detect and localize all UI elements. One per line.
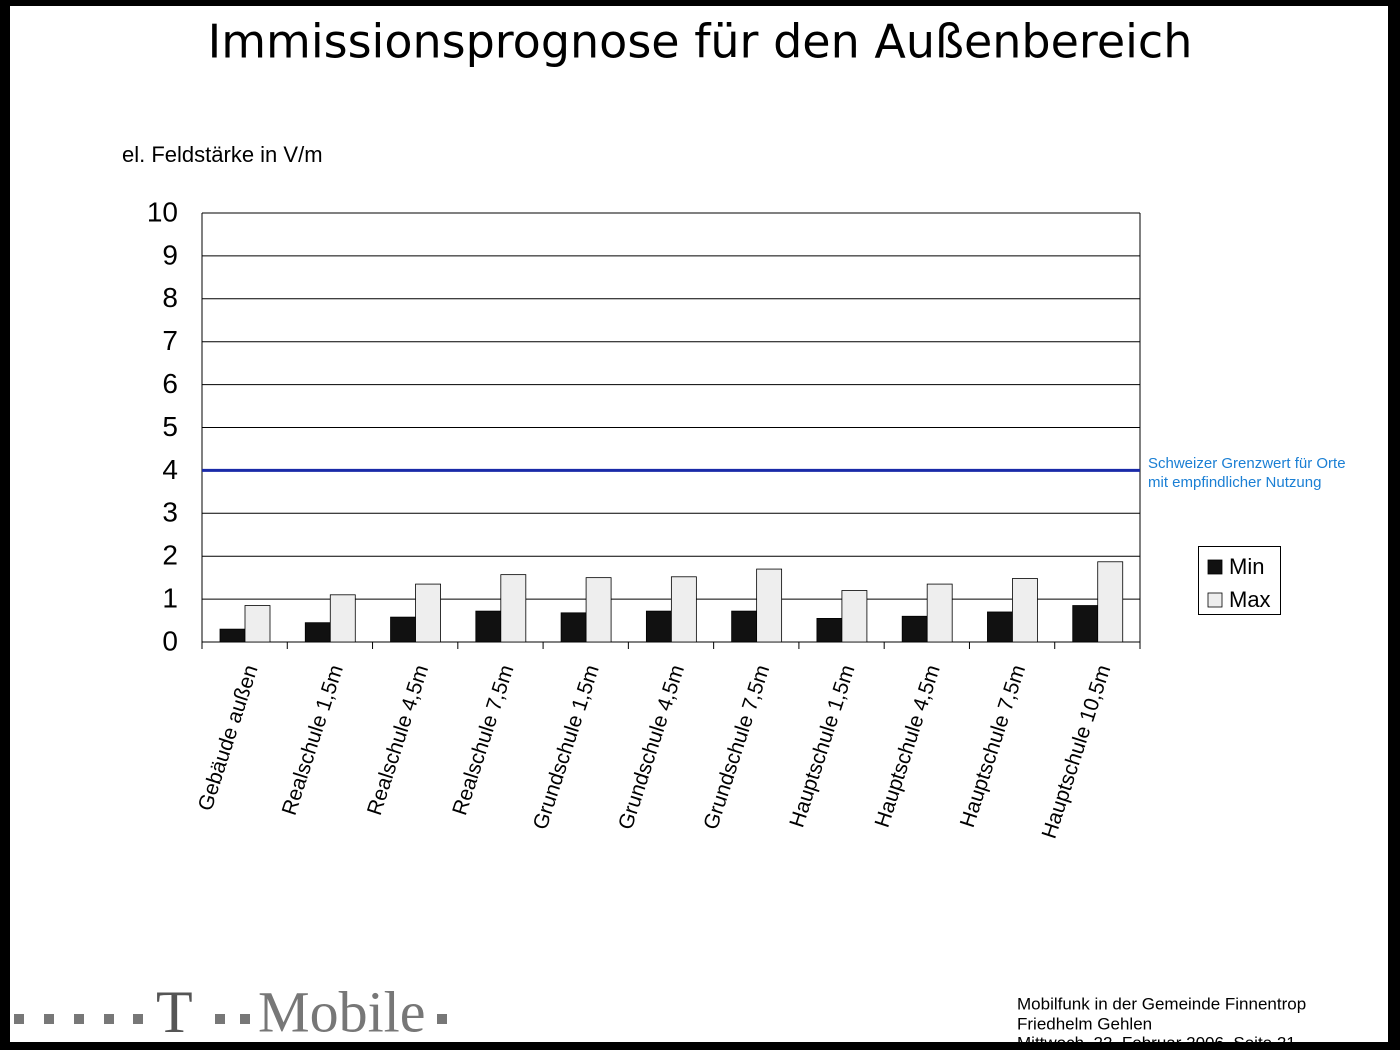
legend-swatch: [1207, 592, 1223, 608]
bar: [816, 618, 843, 643]
y-tick-label: 3: [162, 497, 178, 528]
frame-edge: [0, 0, 1400, 6]
chart-title: Immissionsprognose für den Außenbereich: [208, 15, 1193, 69]
y-tick-label: 8: [162, 282, 178, 313]
logo-dot: [44, 1014, 54, 1024]
bar: [670, 576, 697, 643]
x-tick-label: Realschule 1,5m: [278, 662, 348, 818]
legend-label: Min: [1229, 554, 1264, 579]
bar: [1012, 578, 1038, 643]
bar: [219, 628, 246, 643]
bar: [645, 610, 672, 643]
frame-edge: [0, 1042, 1400, 1050]
reference-label: Schweizer Grenzwert für Orte: [1148, 455, 1346, 472]
x-tick-label: Hauptschule 1,5m: [785, 662, 859, 830]
bar: [304, 622, 331, 643]
x-tick-label: Grundschule 4,5m: [614, 662, 689, 832]
bar: [841, 590, 868, 643]
y-tick-label: 1: [162, 582, 178, 613]
reference-label: mit empfindlicher Nutzung: [1148, 474, 1321, 491]
bar: [500, 574, 527, 643]
plot: 0 1 2 3 4 5 6 7 8 9 10 Gebäude außen Realschule 1,5m…: [147, 196, 1346, 841]
footer-line: Mobilfunk in der Gemeinde Finnentrop: [1017, 994, 1306, 1013]
x-tick-label: Hauptschule 4,5m: [871, 662, 945, 830]
logo-mobile: Mobile: [258, 979, 426, 1044]
bar: [244, 605, 271, 643]
bar: [560, 612, 587, 643]
bar: [475, 610, 502, 643]
y-tick-label: 5: [162, 411, 178, 442]
legend-label: Max: [1229, 587, 1271, 612]
x-tick-label: Gebäude außen: [194, 662, 263, 813]
y-tick-label: 9: [162, 239, 178, 270]
logo-dot: [14, 1014, 24, 1024]
logo-t: T: [156, 979, 193, 1045]
bar: [756, 568, 783, 643]
footer: Mobilfunk in der Gemeinde Finnentrop Fri…: [1017, 994, 1306, 1050]
logo-dot: [240, 1014, 250, 1024]
y-tick-label: 6: [162, 368, 178, 399]
bar: [329, 594, 356, 643]
frame-edge: [0, 0, 10, 1050]
x-tick-label: Grundschule 7,5m: [699, 662, 774, 832]
logo-dot: [437, 1014, 447, 1024]
legend-swatch: [1207, 559, 1223, 575]
logo-dot: [215, 1014, 225, 1024]
logo-dot: [74, 1014, 84, 1024]
footer-line: Friedhelm Gehlen: [1017, 1014, 1152, 1033]
logo: T Mobile: [14, 979, 447, 1045]
bar: [731, 610, 758, 643]
y-tick-label: 7: [162, 325, 178, 356]
bar: [926, 583, 953, 643]
y-tick-label: 2: [162, 540, 178, 571]
bar: [585, 577, 612, 643]
bar: [987, 611, 1013, 643]
bar: [1072, 605, 1099, 643]
bar: [415, 583, 441, 643]
x-tick-label: Hauptschule 10,5m: [1038, 662, 1116, 841]
x-tick-label: Realschule 4,5m: [363, 662, 433, 818]
x-tick-label: Hauptschule 7,5m: [956, 662, 1030, 830]
bar: [1097, 561, 1124, 643]
y-tick-label: 4: [162, 454, 178, 485]
bar: [390, 616, 416, 643]
y-tick-label: 10: [147, 196, 178, 227]
frame-edge: [1388, 0, 1400, 1050]
logo-dot: [133, 1014, 143, 1024]
y-tick-label: 0: [162, 625, 178, 656]
bar: [901, 615, 928, 643]
x-tick-label: Realschule 7,5m: [448, 662, 518, 818]
y-axis-label: el. Feldstärke in V/m: [122, 142, 323, 167]
x-tick-label: Grundschule 1,5m: [529, 662, 604, 832]
logo-dot: [104, 1014, 114, 1024]
